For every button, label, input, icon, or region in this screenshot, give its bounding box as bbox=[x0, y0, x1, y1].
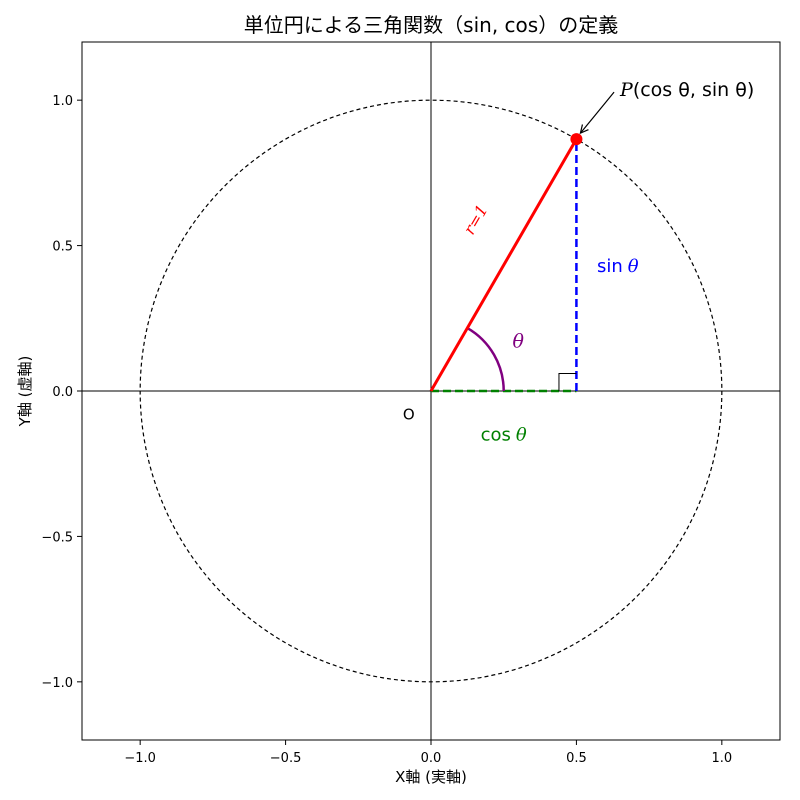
point-p bbox=[570, 133, 583, 146]
point-label: P(cos θ, sin θ) bbox=[619, 79, 754, 101]
x-tick-label: −1.0 bbox=[124, 751, 156, 766]
unit-circle bbox=[139, 99, 723, 683]
sin-label-symbol: θ bbox=[628, 256, 639, 277]
y-tick-label: −0.5 bbox=[41, 530, 73, 545]
r-label: r=1 bbox=[460, 201, 492, 238]
x-axis-label: X軸 (実軸) bbox=[395, 768, 467, 786]
x-tick-label: 0.5 bbox=[566, 751, 587, 766]
x-tick-label: −0.5 bbox=[270, 751, 302, 766]
origin-label: O bbox=[403, 405, 415, 423]
x-ticks: −1.0 −0.5 0.0 0.5 1.0 bbox=[124, 740, 732, 766]
plot-area bbox=[82, 42, 780, 740]
y-tick-label: 0.0 bbox=[52, 385, 73, 400]
radius-segment bbox=[429, 138, 578, 392]
cos-label: cos θ bbox=[481, 425, 527, 446]
angle-arc bbox=[466, 326, 505, 392]
theta-label: θ bbox=[513, 330, 525, 352]
right-angle-marker bbox=[558, 373, 577, 391]
point-label-arrow bbox=[580, 91, 615, 133]
sin-label: sin θ bbox=[597, 256, 639, 277]
point-label-text: (cos θ, sin θ) bbox=[633, 79, 754, 101]
y-ticks: −1.0 −0.5 0.0 0.5 1.0 bbox=[41, 94, 82, 691]
y-tick-label: 1.0 bbox=[52, 94, 73, 109]
point-label-prefix: P bbox=[619, 79, 634, 101]
y-axis-label: Y軸 (虚軸) bbox=[16, 356, 34, 428]
sin-label-prefix: sin bbox=[597, 256, 623, 277]
chart-title: 単位円による三角関数（sin, cos）の定義 bbox=[244, 13, 618, 37]
cos-label-prefix: cos bbox=[481, 425, 511, 446]
y-tick-label: −1.0 bbox=[41, 676, 73, 691]
x-tick-label: 1.0 bbox=[711, 751, 732, 766]
x-tick-label: 0.0 bbox=[421, 751, 442, 766]
cos-label-symbol: θ bbox=[516, 425, 527, 446]
y-tick-label: 0.5 bbox=[52, 240, 73, 255]
